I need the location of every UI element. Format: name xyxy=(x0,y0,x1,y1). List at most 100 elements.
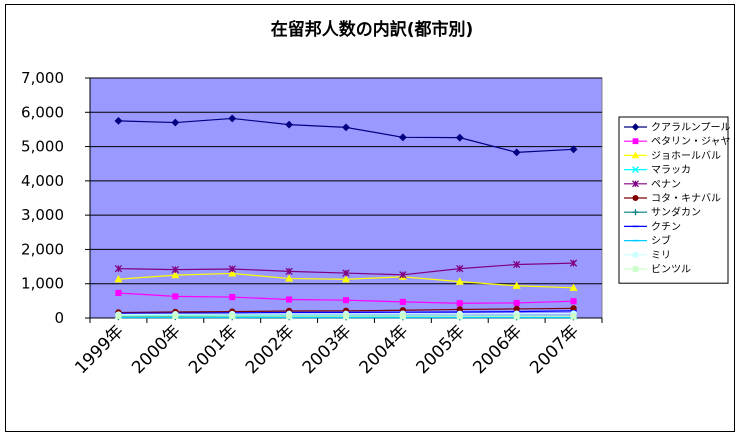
data-point xyxy=(399,313,406,320)
x-tick-label: 2006年 xyxy=(469,321,526,378)
x-tick-label: 2003年 xyxy=(299,321,356,378)
y-tick-label: 0 xyxy=(54,309,64,327)
legend-entry: クアラルンプール xyxy=(624,122,731,134)
data-point xyxy=(569,259,578,267)
y-axis: 0 1,000 2,000 3,000 4,000 5,000 6,000 7,000 xyxy=(21,69,91,327)
legend-label: クチン xyxy=(651,221,681,233)
data-point xyxy=(512,148,521,157)
y-tick-label: 1,000 xyxy=(21,275,64,293)
legend-entry: サンダカン xyxy=(624,206,701,219)
x-tick-label: 2005年 xyxy=(413,321,470,378)
data-point xyxy=(172,312,179,320)
data-point xyxy=(228,114,237,123)
series xyxy=(114,259,578,279)
legend-entry: クチン xyxy=(624,221,681,233)
y-tick-label: 5,000 xyxy=(21,138,64,156)
data-point xyxy=(513,299,520,306)
legend-entry: ミリ xyxy=(624,250,671,261)
x-tick-label: 1999年 xyxy=(71,321,128,378)
data-point xyxy=(570,298,577,305)
data-point xyxy=(399,298,406,305)
data-point xyxy=(456,264,464,273)
data-point xyxy=(229,294,236,301)
data-point xyxy=(342,297,350,304)
data-point xyxy=(632,194,639,202)
data-point xyxy=(115,312,122,320)
data-point xyxy=(228,265,236,273)
data-point xyxy=(512,281,521,289)
legend-label: クアラルンプール xyxy=(651,122,731,134)
y-tick-label: 4,000 xyxy=(21,172,64,190)
legend-label: ペタリン・ジャヤ xyxy=(651,136,731,148)
legend-entry: シブ xyxy=(624,234,671,247)
legend-label: コタ・キナバル xyxy=(651,193,721,205)
data-point xyxy=(285,120,294,129)
data-point xyxy=(398,133,407,142)
data-point xyxy=(285,274,294,282)
legend-label: サンダカン xyxy=(651,206,701,219)
legend-entry: ペタリン・ジャヤ xyxy=(624,136,731,148)
data-point xyxy=(456,313,463,320)
legend-label: シブ xyxy=(651,234,671,247)
legend-entry: マラッカ xyxy=(624,164,691,176)
data-point xyxy=(229,312,236,320)
data-point xyxy=(632,180,639,188)
data-point xyxy=(342,123,350,132)
legend-entry: ビンツル xyxy=(624,264,691,276)
data-point xyxy=(570,313,577,320)
data-point xyxy=(285,267,293,276)
data-point xyxy=(172,293,179,300)
data-point xyxy=(115,289,122,297)
data-point xyxy=(455,277,464,285)
legend: クアラルンプールペタリン・ジャヤジョホールバルマラッカペナンコタ・キナバルサンダ… xyxy=(618,116,731,284)
series xyxy=(115,289,577,307)
data-point xyxy=(171,265,179,274)
series-layer xyxy=(114,114,578,321)
data-point xyxy=(286,296,293,303)
data-point xyxy=(342,313,350,320)
data-point xyxy=(631,123,640,131)
data-point xyxy=(341,275,351,283)
series xyxy=(114,114,578,157)
legend-label: ミリ xyxy=(651,250,671,261)
x-tick-label: 2007年 xyxy=(526,321,583,378)
x-tick-label: 2002年 xyxy=(242,321,299,378)
y-tick-label: 3,000 xyxy=(21,206,64,224)
legend-label: ジョホールバル xyxy=(651,150,721,162)
chart-title: 在留邦人数の内訳(都市別) xyxy=(271,19,474,40)
data-point xyxy=(171,118,180,127)
legend-label: ペナン xyxy=(651,178,681,190)
data-point xyxy=(228,269,237,277)
data-point xyxy=(399,271,407,279)
data-point xyxy=(286,313,293,320)
data-point xyxy=(455,133,464,142)
x-tick-label: 2004年 xyxy=(356,321,413,378)
data-point xyxy=(569,283,578,291)
data-point xyxy=(171,270,180,279)
legend-entry: ペナン xyxy=(624,178,681,190)
data-point xyxy=(114,275,123,283)
data-point xyxy=(342,269,350,277)
legend-entry: コタ・キナバル xyxy=(624,193,721,205)
data-point xyxy=(569,145,578,154)
data-point xyxy=(632,138,639,145)
x-axis: 1999年 2000年 2001年 2002年 2003年 2004年 2005年 2006年… xyxy=(71,317,603,378)
data-point xyxy=(632,251,639,258)
data-point xyxy=(114,264,123,273)
legend-label: マラッカ xyxy=(651,164,691,176)
x-tick-label: 2001年 xyxy=(185,321,242,378)
y-tick-label: 6,000 xyxy=(21,103,64,121)
data-point xyxy=(632,166,639,174)
gridlines xyxy=(90,77,602,285)
x-tick-label: 2000年 xyxy=(128,321,185,378)
data-point xyxy=(631,151,640,159)
data-point xyxy=(513,260,521,269)
data-point xyxy=(632,266,639,272)
legend-label: ビンツル xyxy=(651,264,691,276)
legend-entry: ジョホールバル xyxy=(624,150,721,162)
data-point xyxy=(114,116,123,125)
data-point xyxy=(513,313,520,320)
series xyxy=(115,312,577,320)
y-tick-label: 2,000 xyxy=(21,240,64,258)
